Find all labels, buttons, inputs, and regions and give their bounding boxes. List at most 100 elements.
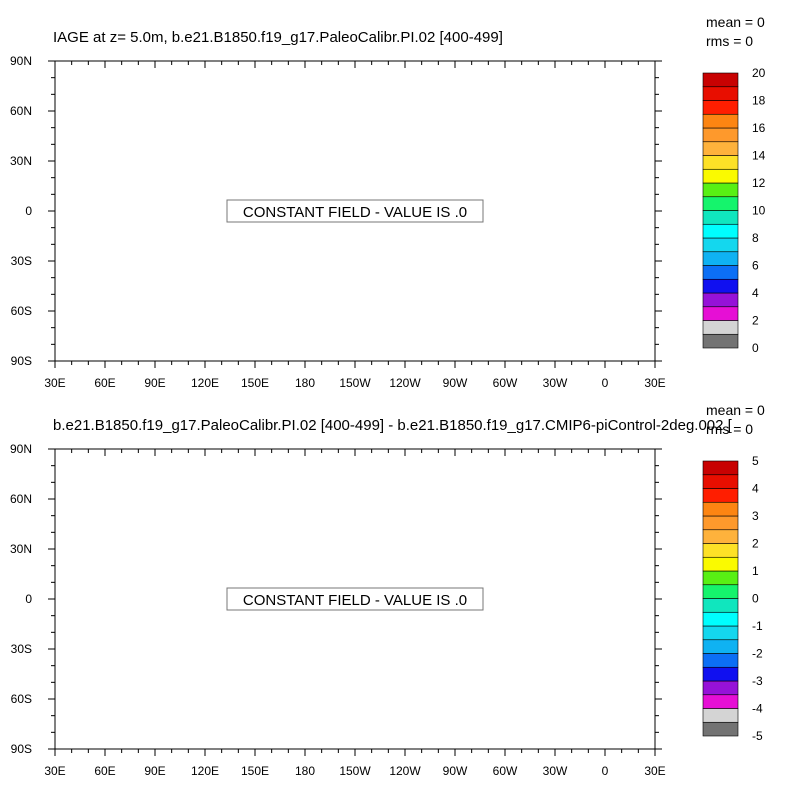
x-tick-label: 90E xyxy=(144,764,165,778)
x-tick-label: 120E xyxy=(191,764,219,778)
x-tick-label: 90E xyxy=(144,376,165,390)
colorbar-segment xyxy=(702,86,739,101)
colorbar-segment xyxy=(702,529,739,544)
y-tick-label: 30N xyxy=(10,154,32,168)
colorbar-segment xyxy=(702,694,739,709)
colorbar-segment xyxy=(702,265,739,280)
y-tick-label: 60S xyxy=(11,692,32,706)
colorbar-label: -3 xyxy=(752,674,763,688)
x-tick-label: 60E xyxy=(94,376,115,390)
colorbar-segment xyxy=(702,639,739,654)
constant-field-message: CONSTANT FIELD - VALUE IS .0 xyxy=(243,204,467,221)
colorbar-segment xyxy=(702,196,739,211)
x-tick-label: 150W xyxy=(339,376,371,390)
colorbar-segment xyxy=(702,625,739,641)
colorbar-segment xyxy=(702,127,739,143)
colorbar-segment xyxy=(702,721,739,737)
x-tick-label: 60W xyxy=(493,376,518,390)
colorbar-label: 6 xyxy=(752,259,759,273)
y-tick-label: 90N xyxy=(10,442,32,456)
colorbar-segment xyxy=(702,182,739,198)
colorbar-segment xyxy=(702,100,739,115)
x-tick-label: 30E xyxy=(644,376,665,390)
colorbar-segment xyxy=(702,72,739,88)
x-tick-label: 60W xyxy=(493,764,518,778)
colorbar-label: 0 xyxy=(752,341,759,355)
y-tick-label: 30N xyxy=(10,542,32,556)
plot-title: IAGE at z= 5.0m, b.e21.B1850.f19_g17.Pal… xyxy=(53,29,503,46)
constant-field-message: CONSTANT FIELD - VALUE IS .0 xyxy=(243,592,467,609)
mean-label: mean = 0 xyxy=(706,402,765,418)
y-tick-label: 30S xyxy=(11,642,32,656)
colorbar-segment xyxy=(702,680,739,696)
colorbar-segment xyxy=(702,584,739,599)
y-tick-label: 30S xyxy=(11,254,32,268)
colorbar-label: 14 xyxy=(752,149,766,163)
rms-label: rms = 0 xyxy=(706,421,753,437)
colorbar-segment xyxy=(702,488,739,503)
y-tick-label: 60N xyxy=(10,104,32,118)
colorbar-label: 12 xyxy=(752,176,766,190)
x-tick-label: 120W xyxy=(389,376,421,390)
colorbar-label: 10 xyxy=(752,204,766,218)
colorbar-segment xyxy=(702,708,739,723)
plot-title: b.e21.B1850.f19_g17.PaleoCalibr.PI.02 [4… xyxy=(53,417,733,434)
colorbar-segment xyxy=(702,460,739,476)
colorbar-label: -4 xyxy=(752,702,763,716)
colorbar-segment xyxy=(702,168,739,184)
x-tick-label: 150W xyxy=(339,764,371,778)
colorbar-label: 0 xyxy=(752,592,759,606)
colorbar-segment xyxy=(702,237,739,253)
colorbar-label: 1 xyxy=(752,564,759,578)
colorbar-label: 4 xyxy=(752,286,759,300)
colorbar-segment xyxy=(702,306,739,321)
colorbar-segment xyxy=(702,611,739,627)
colorbar-segment xyxy=(702,653,739,668)
colorbar-label: -5 xyxy=(752,729,763,743)
colorbar-label: 2 xyxy=(752,314,759,328)
constant-field-box xyxy=(226,199,484,223)
colorbar-segment xyxy=(702,292,739,308)
x-tick-label: 180 xyxy=(295,764,315,778)
colorbar-segment xyxy=(702,113,739,129)
x-tick-label: 150E xyxy=(241,376,269,390)
mean-label: mean = 0 xyxy=(706,14,765,30)
colorbar-segment xyxy=(702,210,739,225)
colorbar-segment xyxy=(702,141,739,156)
colorbar-segment xyxy=(702,251,739,266)
colorbar-segment xyxy=(702,278,739,294)
colorbar-label: 5 xyxy=(752,454,759,468)
y-tick-label: 0 xyxy=(25,204,32,218)
colorbar-label: 16 xyxy=(752,121,766,135)
constant-field-box xyxy=(226,587,484,611)
colorbar-label: 20 xyxy=(752,66,766,80)
x-tick-label: 30W xyxy=(543,376,568,390)
colorbar-segment xyxy=(702,515,739,531)
colorbar-label: 8 xyxy=(752,231,759,245)
colorbar-segment xyxy=(702,474,739,489)
x-tick-label: 180 xyxy=(295,376,315,390)
colorbar-segment xyxy=(702,543,739,558)
colorbar-label: 2 xyxy=(752,537,759,551)
colorbar-segment xyxy=(702,155,739,170)
colorbar-segment xyxy=(702,570,739,586)
x-tick-label: 60E xyxy=(94,764,115,778)
x-tick-label: 30W xyxy=(543,764,568,778)
x-tick-label: 90W xyxy=(443,764,468,778)
colorbar-label: -2 xyxy=(752,647,763,661)
colorbar-segment xyxy=(702,333,739,349)
colorbar-label: 18 xyxy=(752,94,766,108)
rms-label: rms = 0 xyxy=(706,33,753,49)
y-tick-label: 60N xyxy=(10,492,32,506)
x-tick-label: 120W xyxy=(389,764,421,778)
colorbar-label: 4 xyxy=(752,482,759,496)
y-tick-label: 90S xyxy=(11,742,32,756)
top-panel: IAGE at z= 5.0m, b.e21.B1850.f19_g17.Pal… xyxy=(10,14,766,390)
colorbar-segment xyxy=(702,598,739,613)
colorbar-segment xyxy=(702,556,739,572)
x-tick-label: 90W xyxy=(443,376,468,390)
x-tick-label: 0 xyxy=(602,376,609,390)
y-tick-label: 90S xyxy=(11,354,32,368)
colorbar-label: -1 xyxy=(752,619,763,633)
